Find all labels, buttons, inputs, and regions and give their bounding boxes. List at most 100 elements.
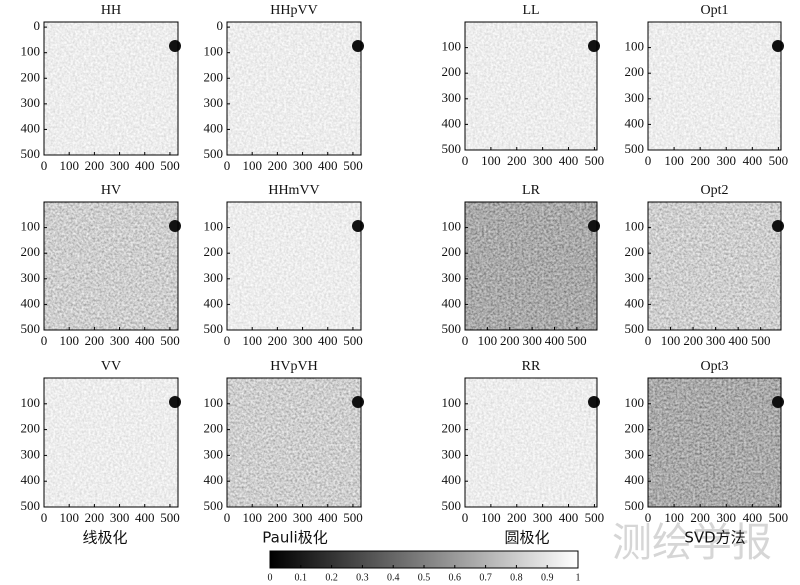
y-tick-label: 300: [204, 270, 224, 285]
x-tick-label: 300: [716, 510, 736, 525]
x-tick-label: 400: [728, 333, 748, 348]
x-tick-label: 400: [318, 510, 338, 525]
x-tick-label: 500: [343, 333, 363, 348]
x-tick-label: 200: [507, 153, 527, 168]
y-tick-label: 300: [204, 446, 224, 461]
y-tick-label: 500: [625, 321, 645, 336]
axes-frame: [43, 201, 179, 331]
x-tick-label: 0: [224, 333, 231, 348]
y-tick-label: 400: [21, 472, 41, 487]
y-tick-label: 500: [21, 146, 41, 161]
x-tick-label: 100: [59, 158, 79, 173]
y-tick-label: 200: [204, 421, 224, 436]
x-tick-label: 0: [41, 510, 48, 525]
image-feature: [352, 396, 364, 408]
panel-title: HV: [101, 183, 121, 198]
x-tick-label: 400: [559, 510, 579, 525]
y-tick-label: 400: [625, 295, 645, 310]
y-tick-label: 100: [21, 219, 41, 234]
colorbar-tick-label: 1: [576, 572, 581, 583]
x-tick-label: 400: [135, 158, 155, 173]
colorbar-tick-label: 0.8: [510, 572, 523, 583]
y-tick-label: 100: [21, 44, 41, 59]
axes-frame: [647, 377, 782, 508]
y-tick-label: 200: [442, 421, 462, 436]
y-tick-label: 200: [204, 69, 224, 84]
group-label: SVD方法: [684, 529, 745, 547]
x-tick-label: 200: [268, 158, 288, 173]
image-feature: [352, 220, 364, 232]
y-tick-label: 400: [442, 115, 462, 130]
y-tick-label: 500: [442, 141, 462, 156]
axes-frame: [43, 21, 179, 156]
x-tick-label: 100: [59, 333, 79, 348]
y-tick-label: 300: [625, 446, 645, 461]
x-tick-label: 100: [481, 153, 501, 168]
watermark: 测绘学报: [612, 520, 772, 566]
x-tick-label: 0: [224, 510, 231, 525]
image: [44, 202, 178, 330]
x-tick-label: 400: [545, 333, 565, 348]
x-tick-label: 500: [585, 153, 605, 168]
x-tick-label: 200: [500, 333, 520, 348]
x-tick-label: 200: [268, 333, 288, 348]
axes-frame: [464, 21, 598, 151]
colorbar-tick-label: 0.5: [418, 572, 431, 583]
image-feature: [169, 40, 181, 52]
x-tick-label: 0: [41, 333, 48, 348]
panel-title: HHmVV: [268, 183, 319, 198]
group-label: 圆极化: [504, 529, 549, 547]
y-tick-label: 500: [625, 141, 645, 156]
x-tick-label: 200: [85, 510, 105, 525]
x-tick-label: 300: [716, 153, 736, 168]
x-tick-label: 100: [242, 510, 262, 525]
image: [465, 202, 597, 330]
y-tick-label: 500: [625, 498, 645, 513]
y-tick-label: 400: [625, 472, 645, 487]
image: [648, 22, 781, 150]
image-feature: [588, 40, 600, 52]
y-tick-label: 200: [442, 244, 462, 259]
y-tick-label: 400: [204, 120, 224, 135]
y-tick-label: 500: [204, 321, 224, 336]
y-tick-label: 500: [204, 146, 224, 161]
x-tick-label: 500: [160, 510, 180, 525]
y-tick-label: 400: [21, 120, 41, 135]
image: [465, 378, 597, 507]
x-tick-label: 100: [242, 333, 262, 348]
colorbar-tick-label: 0.1: [295, 572, 308, 583]
y-tick-label: 500: [442, 498, 462, 513]
x-tick-label: 400: [559, 153, 579, 168]
image: [44, 22, 178, 155]
y-tick-label: 400: [625, 115, 645, 130]
panel-title: HVpVH: [270, 359, 317, 374]
x-tick-label: 200: [85, 158, 105, 173]
y-tick-label: 500: [21, 321, 41, 336]
colorbar-tick-label: 0.3: [356, 572, 369, 583]
x-tick-label: 300: [706, 333, 726, 348]
y-tick-label: 100: [204, 219, 224, 234]
y-tick-label: 200: [625, 64, 645, 79]
x-tick-label: 400: [743, 510, 763, 525]
y-tick-label: 300: [442, 270, 462, 285]
y-tick-label: 300: [625, 90, 645, 105]
x-tick-label: 0: [41, 158, 48, 173]
colorbar-tick-label: 0.2: [325, 572, 338, 583]
panel-title: LL: [522, 3, 539, 18]
panel-title: HHpVV: [270, 3, 317, 18]
x-tick-label: 100: [664, 510, 684, 525]
x-tick-label: 400: [743, 153, 763, 168]
image-feature: [588, 220, 600, 232]
image-feature: [772, 220, 784, 232]
panel-title: RR: [522, 359, 541, 374]
x-tick-label: 300: [293, 333, 313, 348]
image-feature: [588, 396, 600, 408]
x-tick-label: 100: [481, 510, 501, 525]
x-tick-label: 500: [567, 333, 587, 348]
image-feature: [169, 396, 181, 408]
y-tick-label: 300: [21, 95, 41, 110]
x-tick-label: 200: [690, 510, 710, 525]
x-tick-label: 500: [160, 158, 180, 173]
y-tick-label: 0: [217, 18, 224, 33]
x-tick-label: 500: [769, 510, 789, 525]
